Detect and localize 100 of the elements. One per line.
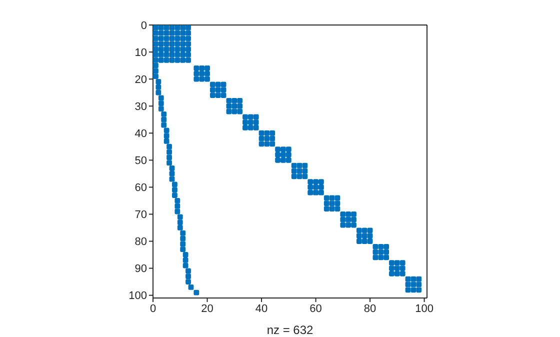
y-tick-label: 0: [140, 20, 147, 32]
point: [158, 41, 164, 47]
y-tick-label: 10: [134, 46, 147, 59]
point: [164, 25, 170, 30]
point: [164, 57, 170, 63]
point: [166, 144, 172, 150]
point: [174, 46, 180, 52]
point: [174, 41, 180, 47]
y-tick-label: 80: [134, 236, 147, 248]
point: [186, 57, 191, 63]
point: [180, 30, 186, 36]
y-tick-label: 20: [134, 74, 147, 86]
point: [153, 30, 158, 36]
point: [158, 52, 164, 58]
point: [158, 100, 164, 106]
point: [158, 46, 164, 52]
y-tick-label: 90: [134, 263, 147, 276]
point: [166, 160, 172, 166]
point: [158, 95, 164, 101]
point: [172, 187, 178, 193]
point: [158, 36, 164, 42]
point: [172, 182, 178, 188]
y-tick-label: 60: [134, 182, 147, 194]
point: [180, 41, 186, 47]
x-tick-label: 20: [201, 302, 214, 315]
x-tick-label: 40: [255, 302, 268, 315]
point: [169, 30, 175, 36]
point: [180, 57, 186, 63]
point: [153, 25, 158, 30]
point: [186, 52, 191, 58]
point: [169, 25, 175, 30]
x-tick-label: 80: [364, 302, 376, 315]
point: [186, 41, 191, 47]
point: [174, 57, 180, 63]
x-axis-title: nz = 632: [266, 323, 314, 337]
point: [186, 30, 191, 36]
point: [166, 154, 172, 160]
point: [180, 36, 186, 42]
point: [194, 290, 200, 296]
point: [186, 25, 191, 30]
point: [153, 68, 158, 74]
point: [180, 246, 186, 252]
y-tick-label: 50: [134, 155, 147, 168]
point: [177, 214, 183, 220]
point: [161, 112, 167, 117]
point: [182, 257, 188, 263]
point: [164, 133, 170, 139]
x-tick-label: 0: [150, 302, 156, 315]
point: [174, 30, 180, 36]
point: [153, 74, 158, 80]
point: [153, 46, 158, 52]
y-tick-label: 30: [134, 100, 147, 113]
point: [182, 262, 188, 268]
point: [153, 36, 158, 42]
point: [153, 52, 158, 58]
point: [153, 57, 158, 63]
point: [180, 52, 186, 58]
point: [182, 252, 188, 258]
point: [166, 149, 172, 155]
point: [186, 279, 191, 284]
point: [186, 274, 191, 280]
point: [177, 225, 183, 230]
x-tick-label: 60: [310, 302, 322, 315]
point: [156, 84, 162, 90]
point: [169, 176, 175, 182]
point: [174, 52, 180, 58]
point: [158, 30, 164, 36]
point: [172, 192, 178, 198]
point: [153, 62, 158, 68]
point: [158, 106, 164, 112]
point: [164, 128, 170, 134]
point: [164, 41, 170, 47]
point: [186, 268, 191, 274]
point: [169, 166, 175, 171]
point: [188, 284, 194, 290]
point: [180, 46, 186, 52]
point: [177, 220, 183, 226]
point: [153, 41, 158, 47]
y-tick-label: 100: [128, 290, 147, 302]
point: [169, 41, 175, 47]
point: [164, 52, 170, 58]
point: [186, 36, 191, 42]
point: [186, 46, 191, 52]
point: [156, 79, 162, 84]
point: [174, 36, 180, 42]
point: [174, 198, 180, 204]
point: [164, 46, 170, 52]
point: [156, 90, 162, 96]
y-tick-label: 70: [134, 209, 147, 222]
point: [164, 36, 170, 42]
point: [174, 203, 180, 209]
point: [161, 122, 167, 128]
y-tick-label: 40: [134, 128, 147, 140]
point: [174, 208, 180, 214]
point: [158, 25, 164, 30]
point: [169, 170, 175, 176]
point: [174, 25, 180, 30]
point: [164, 138, 170, 144]
x-tick-label: 100: [415, 302, 434, 315]
point: [161, 116, 167, 122]
